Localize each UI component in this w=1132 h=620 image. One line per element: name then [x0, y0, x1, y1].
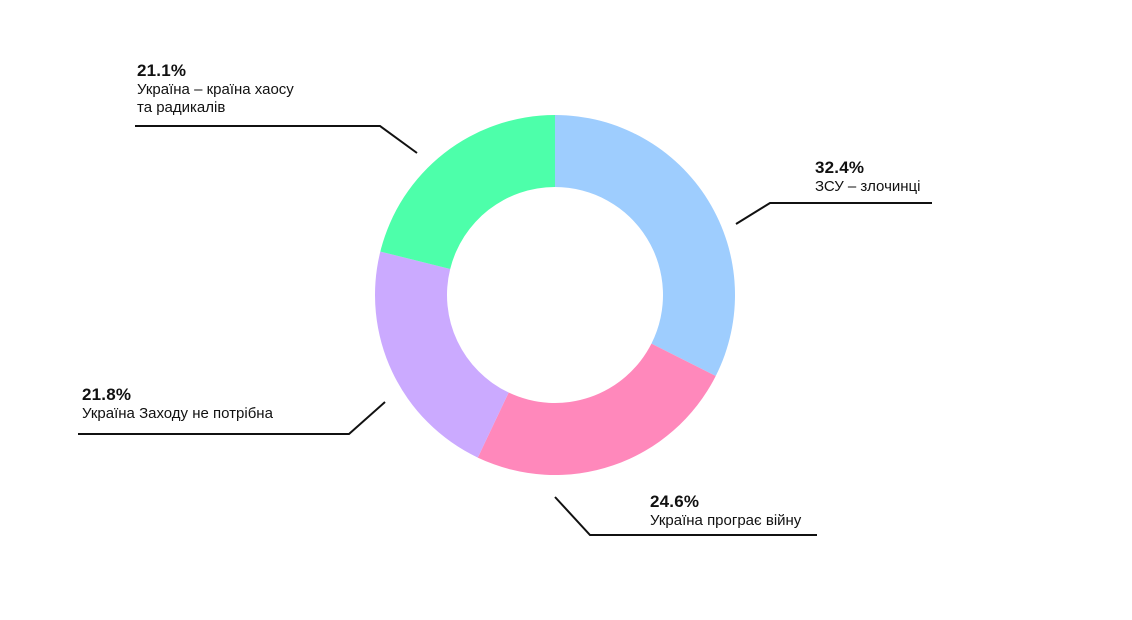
leader-line-zsu: [735, 202, 932, 225]
slice-loses-war: [477, 343, 716, 476]
slice-category-label: Україна програє війну: [650, 512, 802, 529]
callout-zsu: 32.4% ЗСУ – злочинці: [815, 158, 920, 196]
slice-category-label: Україна – країна хаосу та радикалів: [137, 81, 294, 116]
callout-loses-war: 24.6% Україна програє війну: [650, 492, 801, 530]
slice-category-label: Україна Заходу не потрібна: [82, 405, 273, 422]
slice-category-label: ЗСУ – злочинці: [815, 178, 921, 195]
slice-value-label: 24.6%: [650, 492, 700, 511]
slice-zsu: [555, 115, 736, 377]
slice-west-not-need: [375, 251, 509, 458]
leader-line-west-not-need: [78, 401, 386, 435]
callout-chaos: 21.1% Україна – країна хаосу та радикалі…: [137, 61, 294, 117]
leader-line-chaos: [135, 125, 418, 154]
slice-value-label: 21.8%: [82, 385, 132, 404]
slice-value-label: 21.1%: [137, 61, 187, 80]
slice-chaos: [380, 115, 555, 269]
leader-line-loses-war: [554, 496, 817, 536]
slice-value-label: 32.4%: [815, 158, 865, 177]
callout-west-not-need: 21.8% Україна Заходу не потрібна: [82, 385, 273, 423]
